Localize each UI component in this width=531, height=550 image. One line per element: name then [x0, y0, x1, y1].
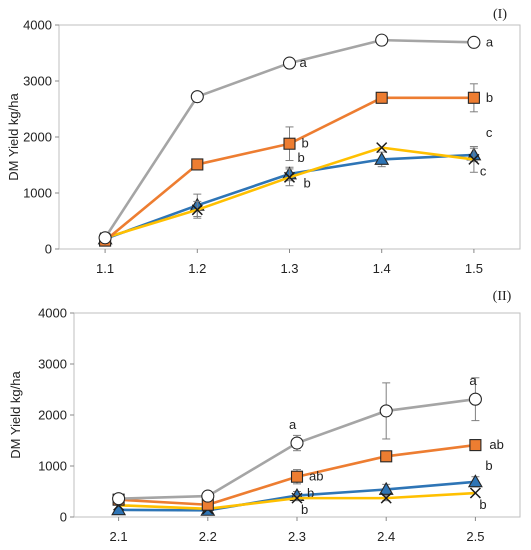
- chart-panel-2: 0 1000 2000 3000 4000 2.1 2.2 2.3 2.4 2.5 DM Yield…: [8, 289, 521, 544]
- y-tick-label: 1000: [23, 186, 52, 201]
- data-label: a: [469, 373, 477, 388]
- data-point: [290, 436, 304, 450]
- data-point: [291, 492, 303, 504]
- data-label: b: [302, 136, 309, 151]
- x-tick-label: 2.3: [288, 529, 306, 544]
- data-point: [469, 487, 481, 499]
- data-point: [190, 90, 204, 104]
- y-tick-label: 3000: [38, 357, 67, 372]
- data-point: [469, 439, 482, 452]
- data-point-stroke: [469, 487, 481, 499]
- data-point: [282, 56, 297, 70]
- data-label: b: [486, 90, 493, 105]
- data-point: [201, 489, 215, 503]
- y-tick-label: 2000: [23, 130, 52, 145]
- panel-label: (I): [493, 7, 507, 22]
- data-point: [375, 33, 389, 47]
- data-point: [112, 492, 126, 506]
- data-point: [378, 481, 394, 495]
- x-tick-label: 1.3: [280, 261, 298, 276]
- y-axis-label: DM Yield kg/ha: [6, 93, 21, 181]
- data-point-stroke: [468, 153, 480, 165]
- data-point: [468, 392, 482, 406]
- data-point: [380, 492, 392, 504]
- x-tick-label: 2.5: [466, 529, 484, 544]
- data-label: b: [304, 175, 311, 190]
- plot-area-frame: [73, 312, 521, 518]
- data-point-stroke: [191, 204, 203, 216]
- data-label: b: [485, 458, 492, 473]
- x-tick-label: 2.4: [377, 529, 395, 544]
- series-square: bb: [99, 83, 493, 247]
- data-point-stroke: [376, 142, 388, 154]
- data-label: c: [480, 163, 487, 178]
- series-circle: aa: [98, 33, 494, 245]
- data-label: ab: [309, 469, 323, 484]
- data-label: a: [300, 55, 308, 70]
- y-tick-label: 0: [60, 510, 67, 525]
- data-label: ab: [489, 437, 503, 452]
- series-triangle: bc: [97, 125, 493, 245]
- data-point: [375, 91, 388, 104]
- x-tick-label: 1.4: [373, 261, 391, 276]
- data-point-stroke: [380, 492, 392, 504]
- data-label: b: [301, 502, 308, 517]
- data-point: [283, 171, 296, 183]
- data-label: b: [307, 486, 314, 501]
- data-label: b: [479, 497, 486, 512]
- data-point: [379, 404, 393, 418]
- x-tick-label: 2.1: [110, 529, 128, 544]
- data-label: c: [486, 125, 493, 140]
- panel-label: (II): [493, 289, 512, 304]
- data-point: [191, 204, 203, 216]
- data-point: [376, 142, 388, 154]
- series-circle: aa: [112, 373, 482, 506]
- x-tick-label: 2.2: [199, 529, 217, 544]
- data-point: [98, 231, 112, 245]
- chart-panel-1: 0 1000 2000 3000 4000 1.1 1.2 1.3 1.4 1.5 DM Yield…: [6, 7, 521, 276]
- data-point-stroke: [291, 492, 303, 504]
- data-point: [467, 474, 483, 488]
- y-tick-label: 4000: [38, 306, 67, 321]
- data-label: a: [486, 34, 494, 49]
- data-point: [380, 450, 393, 463]
- data-point: [467, 91, 480, 104]
- data-point: [468, 153, 480, 165]
- y-tick-label: 3000: [23, 74, 52, 89]
- series-line: [104, 146, 475, 240]
- data-point: [283, 137, 296, 150]
- data-label: a: [289, 417, 297, 432]
- y-axis-label: DM Yield kg/ha: [8, 371, 23, 459]
- data-point: [374, 151, 390, 165]
- y-tick-label: 2000: [38, 408, 67, 423]
- x-tick-label: 1.5: [465, 261, 483, 276]
- y-tick-label: 1000: [38, 459, 67, 474]
- x-tick-label: 1.2: [188, 261, 206, 276]
- data-point: [191, 158, 204, 171]
- x-tick-label: 1.1: [96, 261, 114, 276]
- y-tick-label: 4000: [23, 18, 52, 33]
- data-point: [290, 470, 304, 483]
- data-label: b: [298, 150, 305, 165]
- data-point: [467, 35, 481, 49]
- y-tick-label: 0: [45, 242, 52, 257]
- data-point-stroke: [283, 171, 296, 183]
